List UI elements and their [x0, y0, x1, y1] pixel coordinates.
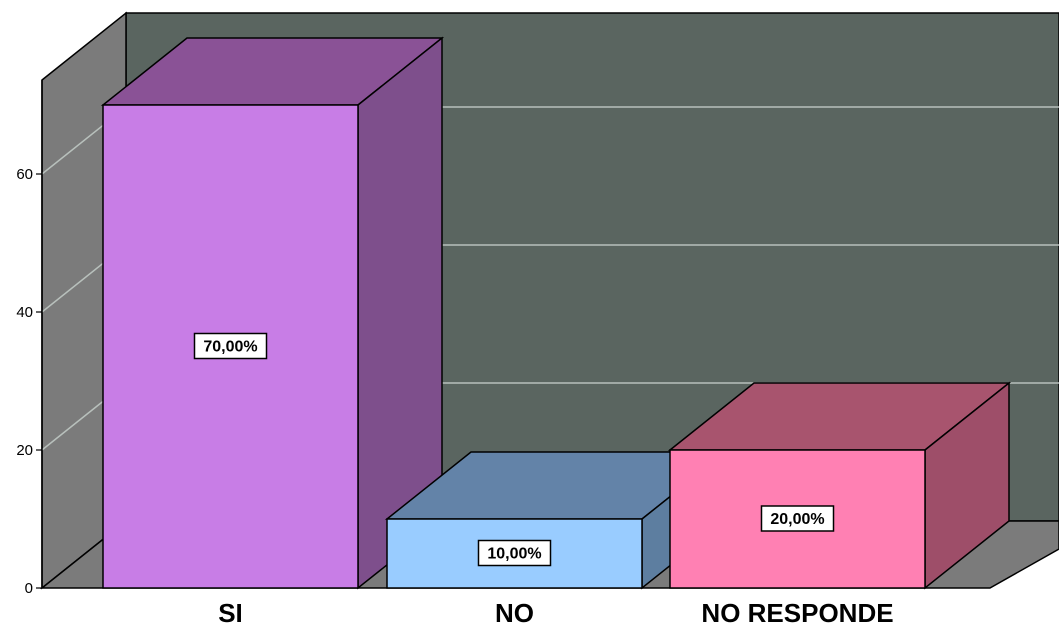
- data-label: 20,00%: [760, 505, 835, 532]
- y-axis: 0 20 40 60: [16, 80, 43, 597]
- chart-labels: 70,00% SI 10,00% NO 20,00% NO RESPONDE: [193, 332, 894, 628]
- y-tick-label: 20: [16, 442, 33, 459]
- x-category-label: SI: [218, 598, 243, 628]
- data-label-box: [760, 505, 835, 532]
- data-label-text: 20,00%: [770, 511, 824, 528]
- x-category-label: NO: [495, 598, 534, 628]
- y-tick-label: 60: [16, 166, 33, 183]
- y-tick-label: 0: [25, 580, 33, 597]
- y-tick-label: 40: [16, 304, 33, 321]
- data-label: 10,00%: [477, 539, 552, 567]
- bar-no-responde: [667, 381, 1012, 590]
- data-label-text: 70,00%: [203, 339, 257, 356]
- data-label-text: 10,00%: [487, 546, 541, 563]
- x-category-label: NO RESPONDE: [701, 598, 893, 628]
- data-label-box: [193, 332, 268, 360]
- bar-si: [100, 36, 445, 590]
- data-label: 70,00%: [193, 332, 268, 360]
- data-label-box: [477, 539, 552, 567]
